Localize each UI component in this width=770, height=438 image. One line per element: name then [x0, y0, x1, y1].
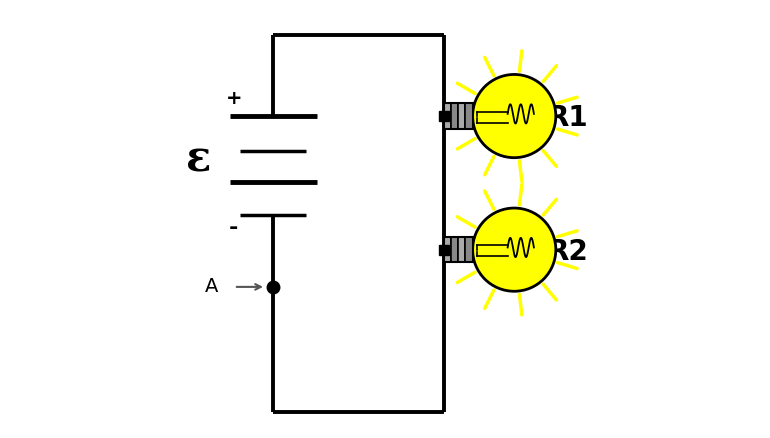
Circle shape — [473, 208, 556, 291]
FancyBboxPatch shape — [444, 103, 451, 129]
Text: R1: R1 — [547, 104, 588, 132]
FancyBboxPatch shape — [451, 103, 458, 129]
Text: A: A — [206, 277, 219, 297]
FancyBboxPatch shape — [458, 237, 466, 262]
Text: R2: R2 — [547, 238, 588, 266]
FancyBboxPatch shape — [451, 237, 458, 262]
Circle shape — [473, 74, 556, 158]
FancyBboxPatch shape — [466, 103, 473, 129]
FancyBboxPatch shape — [444, 237, 451, 262]
FancyBboxPatch shape — [458, 103, 466, 129]
Text: ε: ε — [186, 139, 212, 181]
FancyBboxPatch shape — [466, 237, 473, 262]
Text: +: + — [226, 89, 242, 108]
Text: -: - — [229, 218, 239, 238]
